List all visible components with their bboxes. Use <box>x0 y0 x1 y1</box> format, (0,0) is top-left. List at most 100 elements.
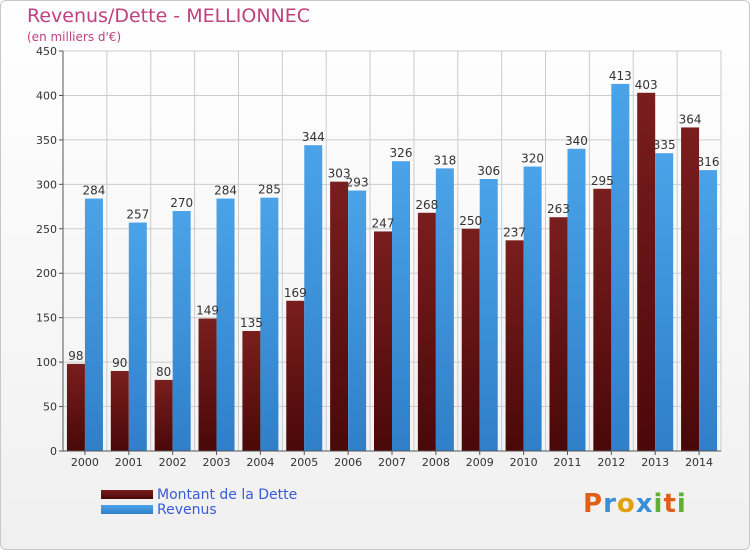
x-tick-label: 2011 <box>553 456 581 469</box>
x-tick-label: 2003 <box>203 456 231 469</box>
data-label-revenue-2014: 316 <box>697 155 720 169</box>
y-tick-label: 50 <box>43 401 57 414</box>
chart-title: Revenus/Dette - MELLIONNEC <box>27 5 311 27</box>
axes: 0 50 100 150 200 250 300 350 400 450 2000 2001 2002 2… <box>36 45 721 469</box>
bar-revenue-2005 <box>304 145 323 451</box>
data-label-revenue-2013: 335 <box>653 138 676 152</box>
legend-label-debt: Montant de la Dette <box>157 486 298 503</box>
data-label-debt-2010: 237 <box>503 225 526 239</box>
bar-revenue-2013 <box>655 153 674 451</box>
data-label-revenue-2002: 270 <box>170 196 193 210</box>
bar-revenue-2008 <box>435 168 454 452</box>
y-tick-label: 400 <box>36 89 57 102</box>
x-tick-label: 2002 <box>159 456 187 469</box>
x-tick-label: 2009 <box>466 456 494 469</box>
bar-revenue-2003 <box>216 198 235 451</box>
data-label-revenue-2005: 344 <box>302 130 325 144</box>
x-tick-label: 2001 <box>115 456 143 469</box>
bars <box>66 83 718 452</box>
data-label-debt-2003: 149 <box>196 304 219 318</box>
x-tick-label: 2005 <box>290 456 318 469</box>
data-label-debt-2008: 268 <box>415 198 438 212</box>
data-label-revenue-2009: 306 <box>477 164 500 178</box>
legend-label-revenue: Revenus <box>157 501 217 518</box>
bar-debt-2009 <box>461 228 480 451</box>
x-tick-label: 2000 <box>71 456 99 469</box>
logo-letter: P <box>583 489 604 519</box>
bar-revenue-2007 <box>392 161 410 451</box>
data-label-revenue-2003: 284 <box>214 184 237 198</box>
bar-revenue-2002 <box>172 211 191 451</box>
bar-debt-2012 <box>593 188 612 451</box>
x-tick-label: 2012 <box>597 456 625 469</box>
y-tick-label: 150 <box>36 312 57 325</box>
logo-letter: r <box>603 489 617 519</box>
data-label-debt-2005: 169 <box>284 286 307 300</box>
bar-debt-2004 <box>242 331 261 451</box>
data-label-debt-2002: 80 <box>156 365 171 379</box>
y-tick-label: 450 <box>36 45 57 58</box>
data-label-revenue-2000: 284 <box>82 184 105 198</box>
bar-debt-2000 <box>66 363 85 451</box>
bar-debt-2007 <box>374 231 392 451</box>
bar-revenue-2001 <box>128 222 147 451</box>
data-label-revenue-2006: 293 <box>346 176 369 190</box>
y-tick-label: 250 <box>36 223 57 236</box>
bar-revenue-2010 <box>523 166 542 452</box>
x-tick-label: 2008 <box>422 456 450 469</box>
data-label-revenue-2001: 257 <box>126 208 149 222</box>
data-label-debt-2000: 98 <box>68 349 83 363</box>
chart-subtitle: (en milliers d'€) <box>27 30 122 44</box>
bar-revenue-2014 <box>699 170 718 451</box>
bar-debt-2014 <box>681 127 700 451</box>
data-label-debt-2007: 247 <box>372 216 395 230</box>
bar-debt-2006 <box>330 181 349 451</box>
data-label-debt-2009: 250 <box>459 214 482 228</box>
bar-revenue-2006 <box>348 190 367 452</box>
data-label-revenue-2007: 326 <box>390 146 413 160</box>
data-label-debt-2014: 364 <box>679 112 702 126</box>
bar-debt-2001 <box>110 371 129 451</box>
bar-revenue-2009 <box>479 179 498 451</box>
bar-debt-2005 <box>286 300 305 451</box>
y-tick-label: 300 <box>36 178 57 191</box>
logo-letter: t <box>663 489 677 519</box>
x-tick-label: 2007 <box>378 456 406 469</box>
legend-swatch-revenue <box>101 505 153 514</box>
data-label-revenue-2008: 318 <box>433 153 456 167</box>
data-label-debt-2012: 295 <box>591 174 614 188</box>
data-label-revenue-2012: 413 <box>609 69 632 83</box>
data-label-revenue-2011: 340 <box>565 134 588 148</box>
bar-debt-2002 <box>154 379 173 451</box>
bar-debt-2011 <box>549 217 568 451</box>
x-tick-label: 2014 <box>685 456 713 469</box>
x-tick-label: 2013 <box>641 456 669 469</box>
bar-revenue-2012 <box>611 83 630 451</box>
legend: Montant de la Dette Revenus <box>101 486 298 518</box>
logo-letter: o <box>616 489 636 519</box>
y-tick-label: 200 <box>36 267 57 280</box>
x-tick-label: 2006 <box>334 456 362 469</box>
y-tick-label: 100 <box>36 356 57 369</box>
y-tick-label: 0 <box>50 445 57 458</box>
bar-revenue-2004 <box>260 197 279 451</box>
data-label-debt-2013: 403 <box>635 78 658 92</box>
data-label-revenue-2004: 285 <box>258 183 281 197</box>
legend-item-revenue: Revenus <box>101 501 297 518</box>
x-tick-label: 2010 <box>510 456 538 469</box>
x-tick-label: 2004 <box>246 456 274 469</box>
bar-debt-2013 <box>637 92 656 452</box>
proxiti-logo: Proxiti <box>583 489 687 519</box>
bar-debt-2003 <box>198 318 217 451</box>
data-label-revenue-2010: 320 <box>521 152 544 166</box>
bar-debt-2008 <box>417 212 436 451</box>
logo-letter: i <box>653 489 664 519</box>
logo-letter: i <box>676 489 687 519</box>
data-label-debt-2001: 90 <box>112 356 127 370</box>
bar-revenue-2000 <box>84 198 103 451</box>
data-label-debt-2011: 263 <box>547 202 570 216</box>
y-tick-label: 350 <box>36 134 57 147</box>
logo-letter: x <box>635 489 654 519</box>
